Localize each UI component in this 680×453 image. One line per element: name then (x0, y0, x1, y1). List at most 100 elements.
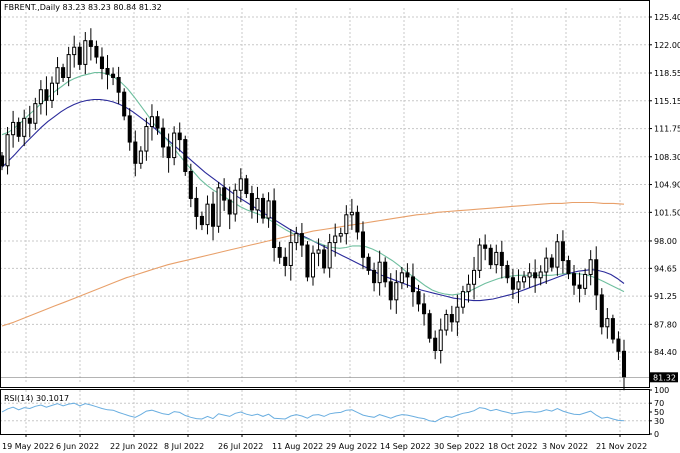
candle-90 (499, 240, 504, 279)
candle-84 (466, 274, 471, 303)
rsi-series-line (1, 402, 625, 423)
time-tick-label-5: 11 Aug 2022 (272, 442, 323, 451)
candle-91 (505, 260, 510, 284)
candle-98 (544, 247, 549, 284)
candle-46 (255, 186, 260, 223)
price-tick-label-0: 125.40 (654, 13, 680, 22)
candle-14 (77, 42, 82, 70)
candle-80 (444, 309, 449, 336)
candle-96 (533, 259, 538, 293)
symbol-label: FBRENT.,Daily (4, 3, 60, 12)
candle-4 (22, 109, 27, 147)
candle-56 (310, 245, 316, 286)
price-tick-label-10: 91.25 (654, 292, 677, 301)
candle-68 (377, 250, 382, 296)
candle-70 (388, 273, 393, 310)
price-panel-frame (0, 0, 650, 388)
price-candles (0, 28, 627, 391)
candle-76 (422, 293, 427, 326)
candle-21 (116, 66, 121, 105)
candle-41 (227, 186, 232, 230)
candle-40 (222, 178, 227, 211)
candle-79 (438, 318, 443, 364)
candle-3 (16, 117, 21, 142)
price-tick-label-9: 94.65 (654, 264, 677, 273)
candle-54 (299, 223, 304, 257)
price-tick-label-8: 98.00 (654, 237, 677, 246)
candle-102 (566, 255, 571, 280)
candle-58 (322, 245, 327, 274)
candle-28 (155, 110, 160, 135)
candle-64 (355, 205, 360, 240)
candle-85 (472, 256, 477, 300)
rsi-line (1, 402, 625, 423)
candle-37 (205, 195, 210, 235)
time-tick-label-6: 29 Aug 2022 (326, 442, 377, 451)
price-axis: 125.40 122.00 118.55 115.15 111.75 108.30 104.… (0, 13, 680, 383)
candle-34 (188, 163, 193, 208)
candle-45 (249, 185, 254, 219)
candle-11 (61, 63, 66, 82)
price-tick-label-4: 111.75 (654, 125, 680, 134)
candle-25 (138, 146, 143, 169)
last-price-tag (650, 372, 678, 383)
candle-7 (38, 80, 43, 115)
price-grid (0, 8, 649, 384)
candle-97 (538, 265, 543, 286)
candle-10 (55, 57, 60, 96)
candle-83 (460, 285, 465, 314)
time-tick-label-10: 3 Nov 2022 (542, 442, 588, 451)
candle-111 (616, 331, 621, 360)
rsi-tick-label-0: 100 (654, 386, 669, 395)
price-tick-label-12: 84.40 (654, 348, 677, 357)
time-tick-label-0: 19 May 2022 (2, 442, 54, 451)
candle-29 (161, 118, 166, 158)
candle-112 (621, 339, 627, 391)
time-tick-label-4: 26 Jul 2022 (218, 442, 263, 451)
candle-87 (483, 234, 488, 261)
candle-69 (383, 257, 388, 288)
candle-42 (233, 183, 238, 222)
price-tick-label-3: 115.15 (654, 97, 680, 106)
candle-5 (27, 105, 32, 138)
candle-82 (455, 294, 460, 336)
candle-38 (211, 191, 216, 241)
candle-24 (133, 130, 138, 177)
time-tick-label-8: 30 Sep 2022 (434, 442, 485, 451)
candle-63 (349, 198, 354, 230)
candle-75 (416, 284, 421, 312)
candle-49 (272, 188, 277, 262)
candle-93 (516, 269, 521, 304)
candle-52 (288, 229, 293, 281)
time-tick-label-2: 22 Jun 2022 (110, 442, 158, 451)
candle-16 (88, 28, 93, 61)
candle-99 (549, 254, 554, 272)
candle-26 (144, 117, 149, 161)
candle-36 (199, 211, 204, 231)
candle-103 (571, 264, 577, 295)
candle-22 (122, 88, 127, 121)
candle-2 (11, 110, 16, 148)
candle-101 (560, 230, 565, 274)
candle-60 (333, 223, 338, 257)
chart-header: FBRENT.,Daily 83.23 83.23 80.84 81.32 (4, 3, 162, 12)
time-tick-label-9: 18 Oct 2022 (488, 442, 537, 451)
candle-61 (338, 227, 343, 243)
candle-73 (405, 263, 410, 288)
candle-104 (577, 272, 582, 303)
candle-53 (294, 226, 299, 251)
time-tick-label-11: 21 Nov 2022 (596, 442, 647, 451)
candle-71 (394, 270, 399, 314)
price-tick-label-5: 108.30 (654, 153, 680, 162)
candle-100 (555, 234, 560, 276)
candle-47 (260, 193, 266, 224)
candle-65 (360, 221, 366, 270)
ma-slow-line (1, 201, 625, 327)
candle-88 (488, 244, 493, 270)
time-tick-label-1: 6 Jun 2022 (56, 442, 99, 451)
candle-27 (149, 104, 154, 141)
candle-94 (522, 271, 527, 289)
candle-33 (183, 135, 188, 176)
